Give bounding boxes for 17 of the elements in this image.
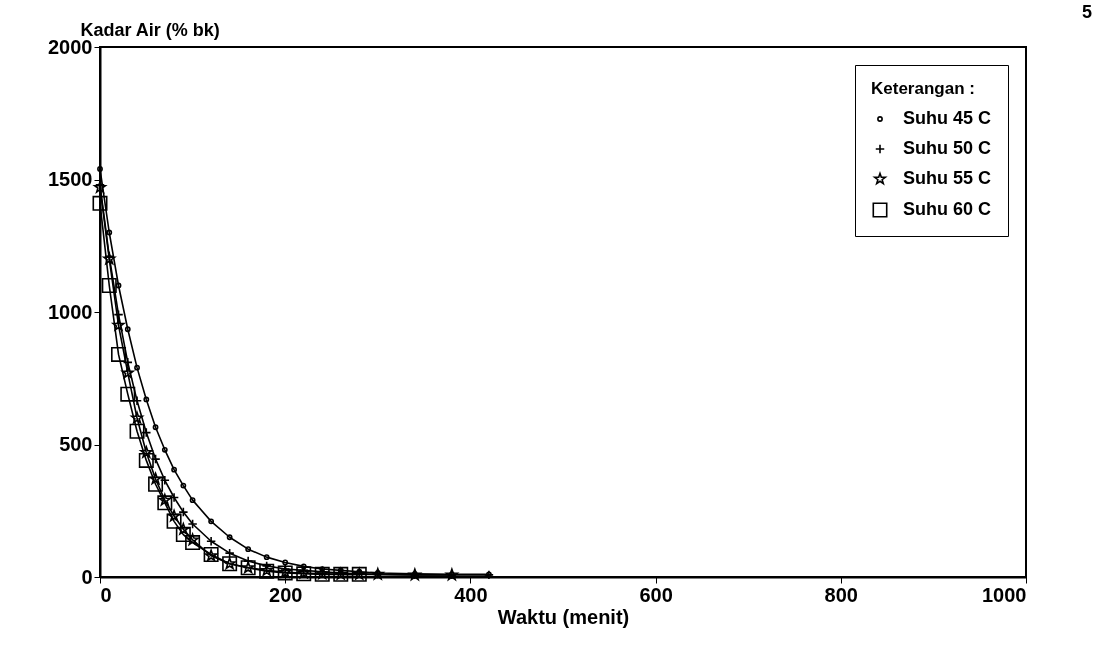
y-tick-label: 1000	[48, 300, 93, 323]
y-tick-label: 1500	[48, 168, 93, 190]
x-tick-label: 600	[639, 583, 673, 606]
x-tick-label: 200	[269, 583, 303, 606]
x-tick-label: 400	[454, 583, 488, 606]
y-tick-label: 500	[59, 433, 93, 455]
legend-label: Suhu 45 C	[903, 108, 992, 128]
text: 5	[1081, 2, 1092, 23]
x-tick-label: 0	[100, 583, 112, 606]
x-axis-title: Waktu (menit)	[497, 605, 630, 628]
y-tick-label: 0	[81, 565, 93, 588]
legend-title: Keterangan :	[871, 79, 975, 98]
x-tick-label: 1000	[982, 583, 1027, 606]
legend-label: Suhu 50 C	[903, 138, 992, 158]
legend-label: Suhu 55 C	[903, 168, 992, 188]
legend-label: Suhu 60 C	[903, 199, 992, 219]
x-tick-label: 800	[824, 583, 858, 606]
